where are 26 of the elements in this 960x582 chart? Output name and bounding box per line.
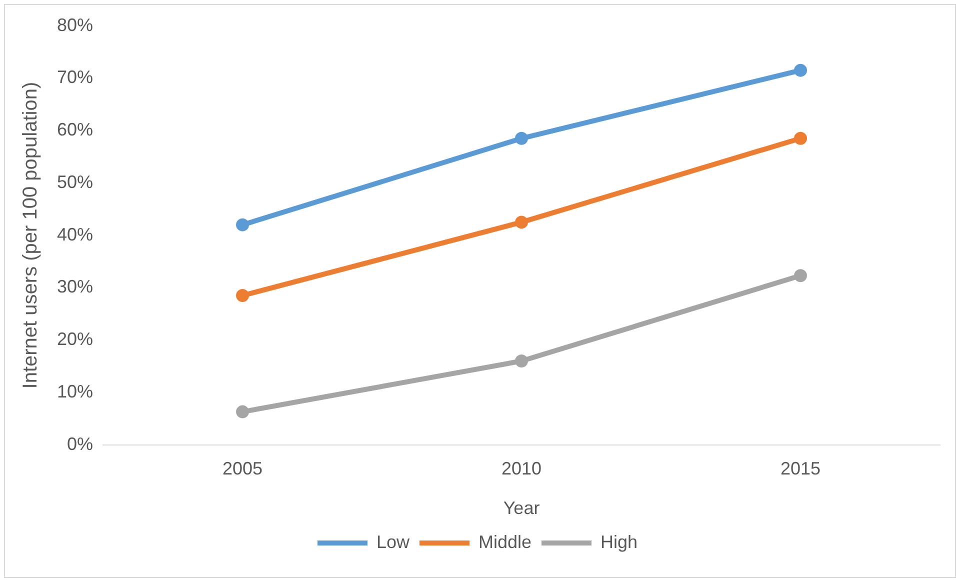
point: [794, 64, 808, 77]
y-tick-label: 20%: [56, 329, 94, 350]
x-axis-title: Year: [503, 498, 540, 518]
point: [236, 218, 250, 232]
point: [794, 269, 808, 282]
y-tick-label: 70%: [56, 67, 94, 88]
legend-label: Low: [376, 532, 410, 552]
point: [794, 132, 808, 145]
y-tick-label: 40%: [56, 224, 94, 244]
x-tick-label: 2010: [501, 458, 542, 479]
y-tick-label: 50%: [56, 172, 94, 192]
legend-label: High: [600, 532, 638, 552]
y-axis-title: Internet users (per 100 population): [20, 82, 42, 389]
y-tick-label: 10%: [56, 381, 94, 402]
point: [236, 289, 250, 302]
y-tick-label: 30%: [56, 276, 94, 297]
point: [515, 354, 528, 368]
legend-label: Middle: [478, 532, 532, 552]
point: [515, 132, 528, 145]
y-tick-label: 80%: [56, 14, 94, 35]
point: [515, 216, 528, 229]
x-tick-label: 2005: [222, 458, 263, 479]
y-tick-label: 60%: [56, 120, 94, 140]
x-tick-label: 2015: [780, 458, 821, 479]
point: [236, 405, 250, 418]
y-tick-label: 0%: [67, 434, 94, 454]
